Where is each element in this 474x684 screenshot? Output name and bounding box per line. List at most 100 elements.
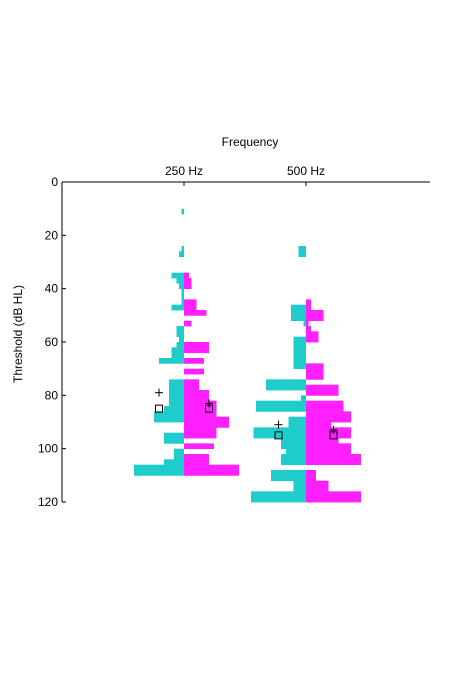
bars-layer [134, 208, 361, 503]
y-axis-title: Threshold (dB HL) [11, 285, 25, 383]
bar-right [306, 336, 319, 343]
bar-right [184, 299, 197, 306]
bar-left [293, 342, 306, 348]
bar-left [288, 416, 306, 423]
markers-layer [155, 388, 338, 440]
bar-right [184, 278, 192, 284]
bar-left [154, 411, 184, 418]
bar-right [184, 390, 209, 396]
bar-left [176, 331, 184, 338]
square-marker [329, 431, 338, 440]
bar-left [253, 427, 306, 434]
bar-left [171, 347, 184, 354]
bar-left [298, 251, 306, 258]
bar-left [164, 459, 184, 466]
y-ticks: 0 20 40 60 80 100 120 [38, 175, 66, 509]
bar-right [184, 400, 217, 407]
bar-right [306, 496, 361, 503]
bar-left [179, 251, 184, 258]
bar-right [306, 416, 351, 423]
bar-right [184, 416, 229, 423]
bar-right [184, 368, 204, 375]
bar-right [306, 454, 361, 460]
bar-left [179, 336, 184, 343]
bar-left [251, 496, 306, 503]
bar-left [251, 491, 306, 498]
plus-marker [329, 426, 338, 434]
bar-left [293, 347, 306, 354]
bar-left [169, 400, 184, 407]
bar-left [181, 299, 184, 306]
bar-right [306, 320, 309, 327]
bar-left [171, 304, 184, 311]
plus-marker [155, 388, 163, 397]
bar-right [184, 395, 209, 402]
bar-left [271, 475, 306, 482]
bar-left [164, 432, 184, 439]
square-marker [274, 431, 283, 440]
bar-left [169, 395, 184, 402]
bar-right [306, 411, 351, 418]
bar-right [184, 310, 207, 316]
bar-left [298, 246, 306, 252]
bar-left [176, 326, 184, 332]
plus-marker [274, 420, 283, 429]
bar-left [256, 400, 306, 407]
bar-left [171, 352, 184, 359]
bar-right [184, 427, 217, 434]
y-tick-label: 60 [45, 335, 59, 349]
bar-left [159, 358, 184, 364]
bar-right [306, 422, 331, 428]
bar-left [154, 416, 184, 423]
group-1-left-bars [251, 246, 306, 503]
bar-right [184, 459, 209, 466]
bar-left [176, 342, 184, 348]
bar-left [164, 406, 184, 412]
bar-left [181, 294, 184, 300]
bar-left [181, 208, 184, 215]
bar-right [306, 432, 351, 439]
bar-right [306, 491, 361, 498]
bar-left [281, 443, 306, 450]
bar-left [179, 283, 184, 290]
bar-left [293, 352, 306, 359]
bar-left [281, 438, 306, 444]
bar-left [134, 464, 184, 471]
group-0-right-bars [184, 272, 239, 476]
bar-right [306, 374, 324, 380]
group-1-right-bars [306, 299, 361, 503]
bar-right [306, 390, 339, 396]
bar-left [256, 406, 306, 412]
bar-left [169, 379, 184, 386]
x-tick-label: 250 Hz [165, 164, 203, 178]
y-tick-label: 80 [45, 388, 59, 402]
bar-right [184, 320, 192, 327]
bar-left [293, 486, 306, 492]
bar-left [266, 379, 306, 386]
bar-right [306, 331, 319, 338]
bar-right [184, 432, 217, 439]
bar-right [184, 470, 239, 476]
bar-right [306, 315, 324, 322]
bar-right [184, 283, 192, 290]
bar-right [306, 480, 329, 487]
bar-left [293, 480, 306, 487]
bar-left [281, 459, 306, 466]
y-tick-label: 120 [38, 495, 58, 509]
bar-right [306, 384, 339, 391]
bar-left [286, 448, 306, 455]
bar-left [281, 454, 306, 460]
bar-left [181, 288, 184, 295]
bar-right [184, 304, 197, 311]
bar-right [306, 443, 351, 450]
bar-left [291, 304, 306, 311]
bar-right [184, 358, 204, 364]
y-tick-label: 100 [38, 442, 58, 456]
bar-right [306, 363, 324, 370]
bar-left [301, 395, 306, 402]
axes-layer [61, 181, 430, 502]
bar-left [291, 315, 306, 322]
y-tick-label: 20 [45, 228, 59, 242]
square-marker [155, 404, 163, 413]
bar-left [293, 358, 306, 364]
